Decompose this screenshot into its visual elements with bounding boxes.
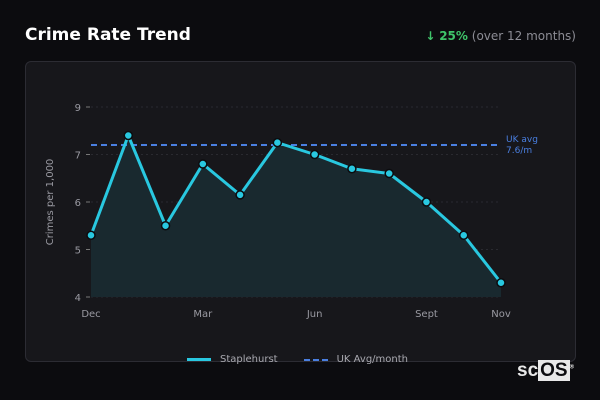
x-tick-label: Dec — [81, 309, 100, 320]
y-tick-label: 5 — [75, 246, 81, 257]
legend: Staplehurst UK Avg/month — [187, 354, 408, 365]
page-title: Crime Rate Trend — [25, 25, 191, 45]
change-percent: 25% — [439, 29, 468, 43]
reference-value: 7.6/m — [506, 146, 532, 156]
data-point-aug — [384, 168, 394, 179]
series-line — [89, 134, 503, 284]
series-area — [91, 135, 501, 297]
y-tick-label: 7 — [75, 151, 81, 162]
data-point-may — [272, 137, 283, 148]
legend-swatch-reference — [303, 358, 328, 361]
reference-label: UK avg — [506, 135, 538, 145]
x-tick-label: Mar — [193, 309, 213, 320]
data-point-nov — [496, 278, 506, 288]
x-tick-label: Nov — [491, 309, 511, 320]
scos-logo: sc OS ® — [517, 360, 575, 381]
data-point-sept — [421, 197, 432, 207]
y-axis-label: Crimes per 1,000 — [45, 159, 56, 246]
data-point-apr — [235, 190, 245, 200]
down-arrow-icon: ↓ — [425, 29, 436, 43]
y-tick-label: 4 — [75, 293, 81, 304]
data-point-jul — [347, 164, 357, 174]
data-point-dec — [86, 230, 96, 240]
data-point-feb — [160, 221, 171, 231]
legend-swatch-series — [187, 358, 211, 361]
data-point-mar — [198, 159, 208, 169]
trend-change: ↓ 25% (over 12 months) — [425, 29, 576, 43]
data-point-jun — [309, 149, 320, 160]
y-tick-label: 9 — [75, 103, 81, 114]
legend-series-label[interactable]: Staplehurst — [220, 354, 278, 365]
change-note: (over 12 months) — [471, 29, 576, 43]
legend-reference-label[interactable]: UK Avg/month — [336, 354, 408, 365]
x-tick-label: Jun — [306, 309, 323, 320]
data-point-oct — [458, 230, 469, 240]
x-tick-label: Sept — [415, 309, 438, 320]
y-tick-label: 6 — [75, 198, 81, 209]
data-point-jan — [123, 130, 134, 141]
